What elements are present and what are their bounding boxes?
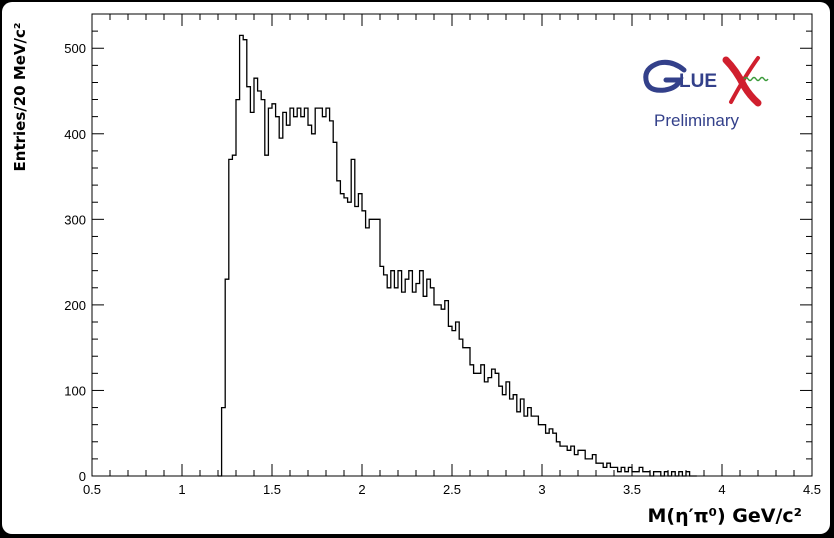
- y-tick-label: 100: [64, 383, 86, 398]
- tick-labels: 0.5 1 1.5 2 2.5 3 3.5 4 4.5 0 100 200 300 400 500: [64, 41, 821, 497]
- x-tick-label: 2: [358, 482, 365, 497]
- histogram-line: [218, 34, 697, 477]
- gluex-logo: LUE Preliminary: [632, 50, 782, 140]
- y-tick-label: 0: [79, 469, 86, 484]
- x-tick-label: 3.5: [623, 482, 641, 497]
- y-tick-label: 400: [64, 127, 86, 142]
- y-tick-label: 500: [64, 41, 86, 56]
- svg-text:LUE: LUE: [679, 71, 717, 92]
- x-tick-label: 4: [718, 482, 725, 497]
- x-axis-label: M(η′π⁰) GeV/c²: [648, 505, 803, 527]
- y-tick-label: 300: [64, 212, 86, 227]
- ticks: [91, 13, 813, 477]
- gluex-wordmark-icon: LUE: [643, 56, 769, 107]
- x-tick-label: 0.5: [83, 482, 101, 497]
- y-tick-label: 200: [64, 298, 86, 313]
- x-tick-label: 1: [178, 482, 185, 497]
- x-tick-label: 3: [538, 482, 545, 497]
- y-axis-label: Entries/20 MeV/c²: [11, 23, 29, 172]
- preliminary-label: Preliminary: [654, 111, 740, 130]
- x-tick-label: 2.5: [443, 482, 461, 497]
- x-tick-label: 1.5: [263, 482, 281, 497]
- x-tick-label: 4.5: [803, 482, 821, 497]
